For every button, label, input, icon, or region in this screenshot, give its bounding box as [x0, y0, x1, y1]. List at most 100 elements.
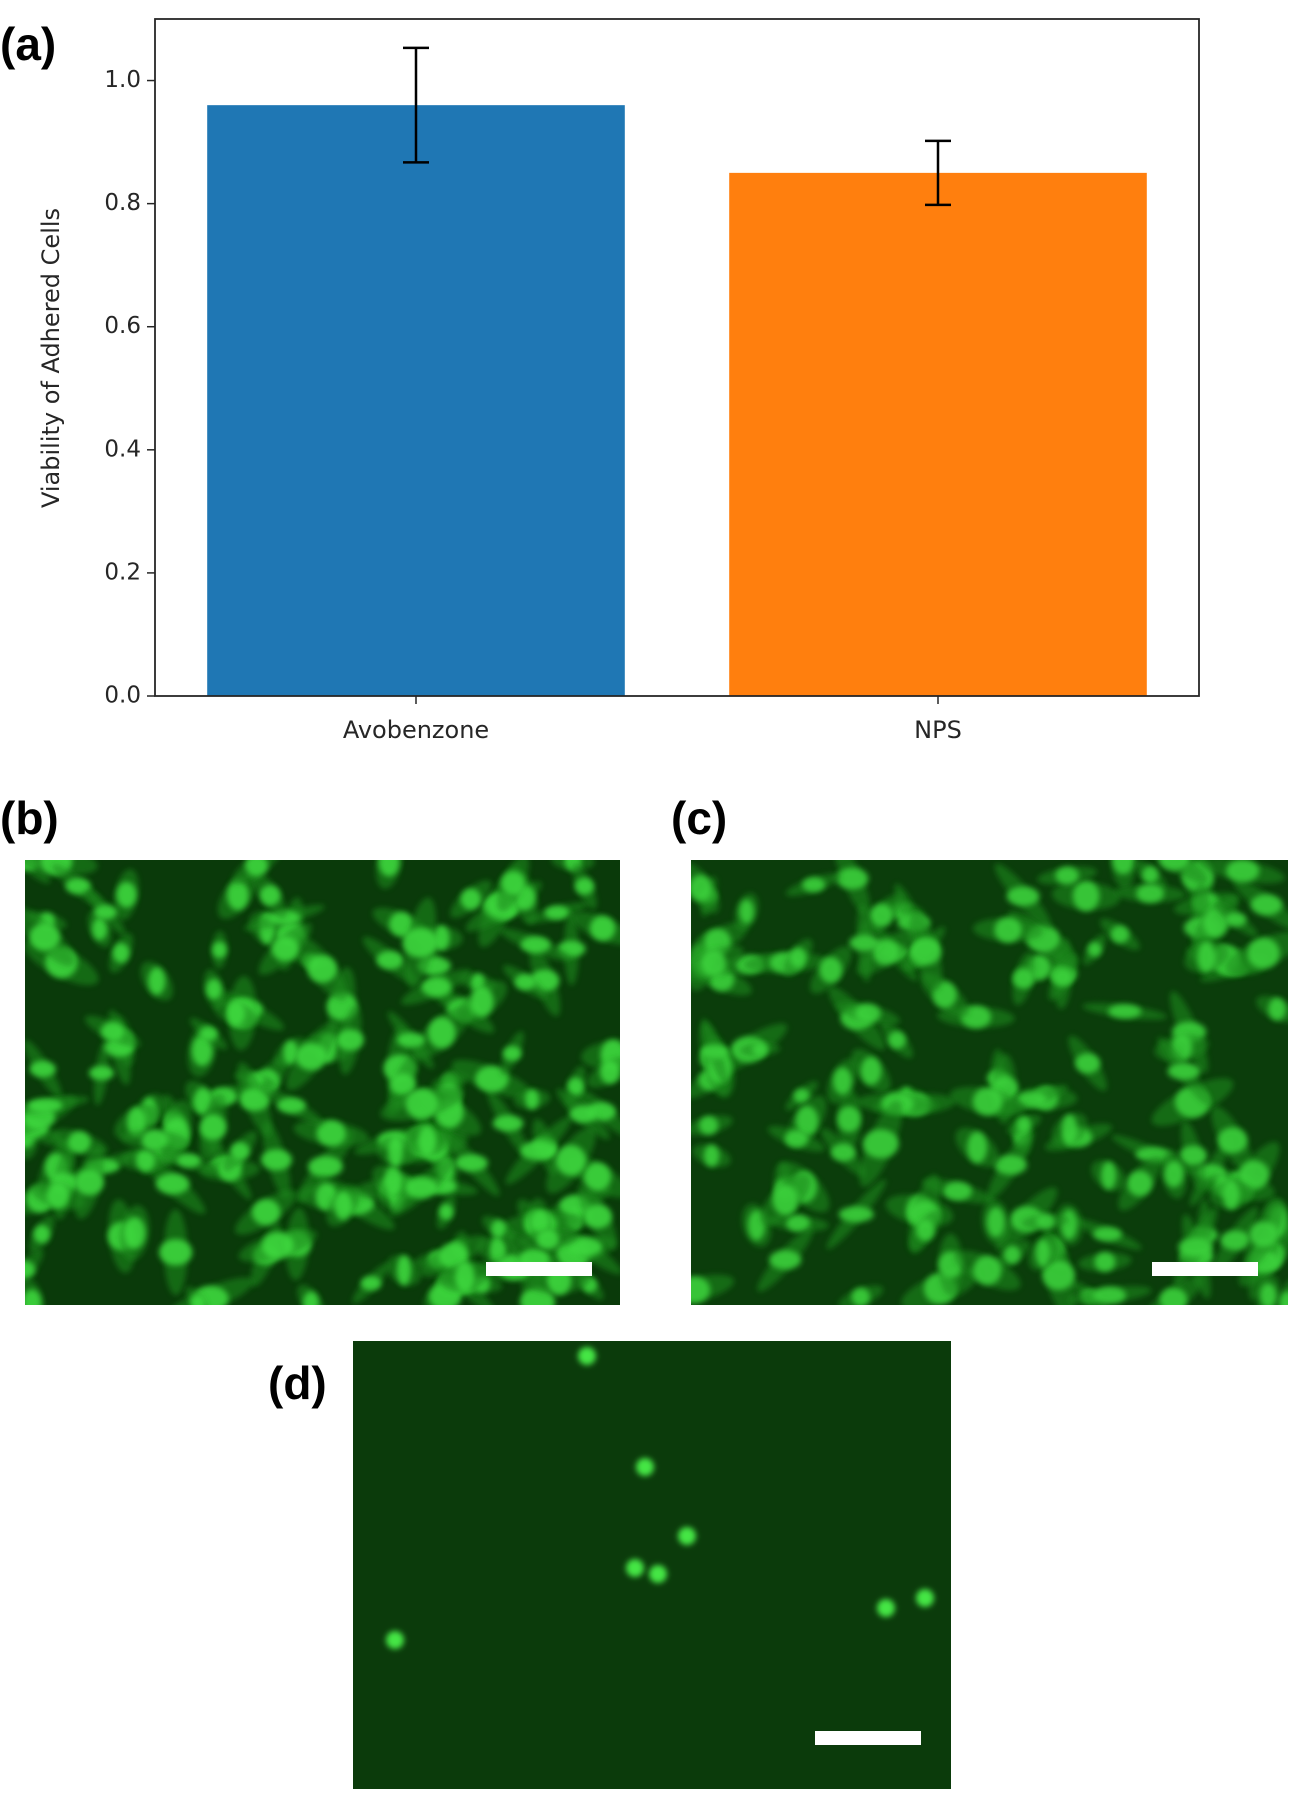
cell: [698, 1116, 719, 1135]
cell: [872, 939, 900, 966]
cell: [1250, 894, 1283, 916]
cell: [909, 937, 942, 966]
cell: [199, 1026, 218, 1041]
cell: [795, 1105, 819, 1137]
cell: [46, 1182, 70, 1209]
cell: [502, 1045, 522, 1062]
cell: [1087, 942, 1102, 957]
cell: [25, 1289, 42, 1305]
cell: [501, 871, 526, 896]
cell: [29, 1060, 56, 1078]
cell: [190, 1294, 206, 1305]
cell: [277, 1097, 306, 1114]
cell: [378, 860, 400, 877]
cell: [514, 973, 536, 991]
cell: [384, 1166, 402, 1197]
cell: [819, 956, 843, 984]
y-tick-label: 0.6: [104, 313, 141, 339]
cell: [1158, 860, 1190, 871]
cell: [193, 1087, 213, 1115]
cell: [307, 954, 338, 983]
cell: [334, 1191, 353, 1220]
cell: [74, 1169, 104, 1196]
cell: [888, 1031, 906, 1049]
cell: [176, 1153, 201, 1168]
cell: [376, 950, 404, 970]
cell: [869, 903, 893, 927]
cell: [583, 1204, 613, 1229]
cell: [1259, 1283, 1277, 1305]
cell: [460, 888, 482, 910]
cell: [158, 1239, 193, 1266]
scale-bar: [486, 1262, 592, 1276]
cell: [1003, 1245, 1021, 1264]
cell: [567, 1237, 603, 1257]
cell: [1238, 1160, 1270, 1189]
cell: [396, 1255, 412, 1286]
cell: [360, 1275, 382, 1291]
cell: [849, 934, 880, 952]
cell: [295, 1042, 327, 1071]
cell: [525, 1089, 540, 1110]
y-axis-label: Viability of Adhered Cells: [37, 208, 65, 508]
cell: [1108, 1004, 1142, 1019]
cell: [135, 1149, 156, 1172]
cell: [1178, 1237, 1213, 1258]
cell: [1012, 968, 1035, 989]
cell: [455, 1261, 475, 1293]
cell: [405, 1088, 439, 1119]
cell: [251, 1199, 281, 1226]
micrograph: [353, 1341, 951, 1789]
cell: [1052, 968, 1073, 987]
cell: [27, 1098, 63, 1113]
cell: [1179, 1145, 1208, 1166]
cell: [691, 874, 712, 902]
cell: [1042, 1260, 1075, 1291]
cell: [855, 1003, 881, 1024]
cell: [833, 1067, 852, 1095]
cell: [700, 949, 727, 977]
cell: [574, 877, 595, 895]
cell: [307, 1156, 343, 1178]
panel-label: (a): [0, 18, 56, 70]
cell: [33, 1224, 51, 1244]
cell: [230, 1142, 250, 1161]
cell: [1075, 1053, 1101, 1074]
cell: [418, 1125, 436, 1157]
cell: [1268, 997, 1286, 1021]
cell: [396, 1032, 425, 1048]
cell: [92, 917, 108, 941]
cell: [1061, 1114, 1078, 1146]
cell: [739, 899, 754, 924]
cell: [1135, 1147, 1171, 1162]
cell: [316, 1120, 346, 1147]
cell: [212, 941, 227, 959]
cell: [116, 881, 137, 908]
cell: [1035, 1239, 1051, 1267]
cell: [1226, 860, 1260, 883]
cell: [994, 1155, 1027, 1175]
cell: [1092, 1226, 1122, 1242]
cell: [578, 1347, 596, 1365]
cell: [245, 860, 269, 877]
cell: [199, 1114, 227, 1140]
cell: [29, 923, 61, 951]
cell: [793, 1088, 810, 1104]
cell: [427, 1016, 456, 1049]
cell: [259, 885, 281, 906]
cell: [1006, 886, 1040, 906]
cell: [1072, 880, 1100, 912]
cell: [599, 1060, 620, 1084]
cell: [454, 1154, 489, 1172]
cell: [877, 1599, 895, 1617]
cell: [786, 1214, 811, 1232]
cell: [583, 1162, 612, 1191]
panel-label: (c): [671, 792, 727, 844]
y-tick-label: 0.4: [104, 436, 141, 462]
cell: [1278, 1291, 1288, 1305]
cell: [123, 1216, 146, 1249]
cell: [769, 1250, 802, 1270]
cell: [239, 1087, 271, 1112]
cell: [1164, 1161, 1184, 1188]
